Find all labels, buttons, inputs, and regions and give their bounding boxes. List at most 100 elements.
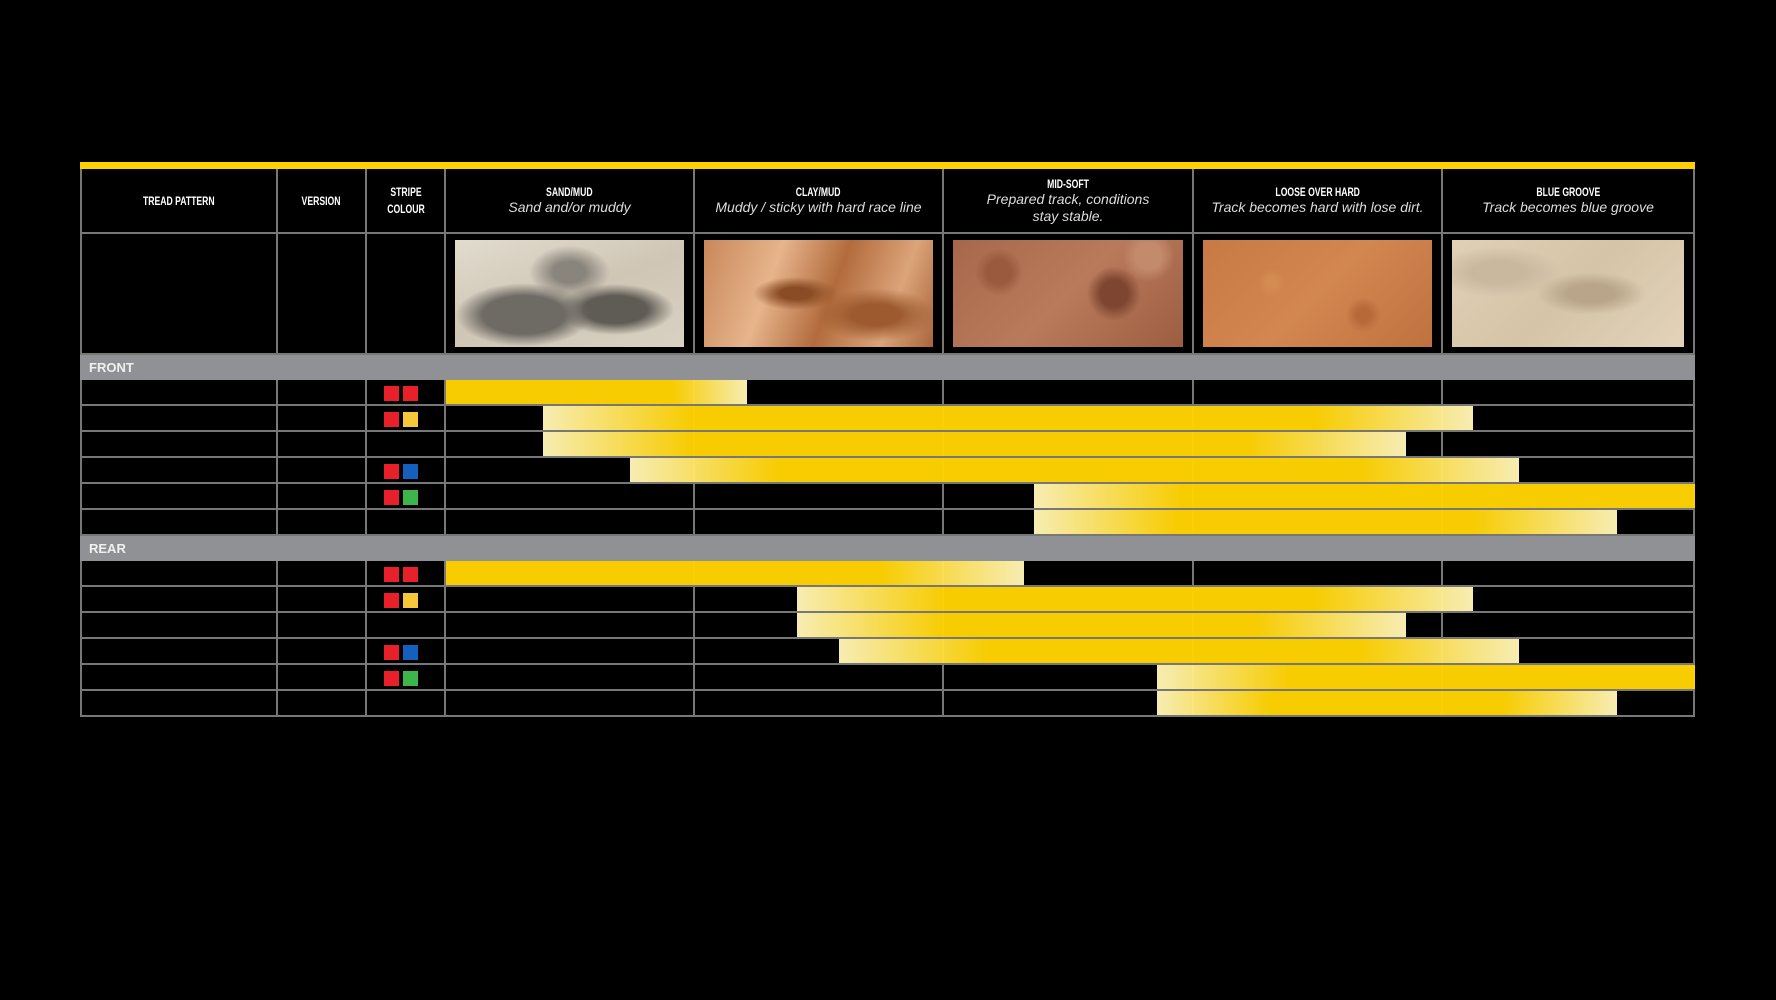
column-header-mid-soft: MID-SOFT Prepared track, conditions stay … xyxy=(944,169,1194,234)
tread-pattern-table: TREAD PATTERN VERSION STRIPE COLOUR SAND/MU… xyxy=(80,162,1695,717)
tread-pattern-cell xyxy=(80,639,278,665)
stripe-swatch-red xyxy=(403,567,418,582)
version-cell xyxy=(278,380,367,406)
terrain-rating-cell xyxy=(1443,484,1695,510)
tread-pattern-cell xyxy=(80,380,278,406)
stripe-swatch-red xyxy=(384,412,399,427)
terrain-rating-cell xyxy=(944,665,1194,691)
column-title: CLAY/MUD xyxy=(796,185,841,199)
terrain-rating-cell xyxy=(695,691,944,717)
terrain-rating-cell xyxy=(446,691,695,717)
terrain-rating-cell xyxy=(1443,665,1695,691)
terrain-rating-cell xyxy=(944,561,1194,587)
terrain-rating-cell xyxy=(1443,432,1695,458)
column-title: STRIPE COLOUR xyxy=(386,184,425,216)
column-description: Track becomes hard with lose dirt. xyxy=(1211,199,1424,215)
stripe-colour-cell xyxy=(367,561,446,587)
column-header-blue-groove: BLUE GROOVE Track becomes blue groove xyxy=(1443,169,1695,234)
terrain-rating-cell xyxy=(1194,587,1443,613)
terrain-rating-cell xyxy=(695,639,944,665)
stripe-colour-cell xyxy=(367,665,446,691)
table-row[interactable] xyxy=(80,380,1695,406)
stripe-swatch-red xyxy=(384,386,399,401)
version-cell xyxy=(278,484,367,510)
header-row: TREAD PATTERN VERSION STRIPE COLOUR SAND/MU… xyxy=(80,169,1695,234)
stripe-swatch-red xyxy=(384,671,399,686)
table-row[interactable] xyxy=(80,561,1695,587)
terrain-rating-cell xyxy=(695,484,944,510)
terrain-rating-cell xyxy=(1194,380,1443,406)
column-header-tread-pattern: TREAD PATTERN xyxy=(80,169,278,234)
stripe-swatch-red xyxy=(384,567,399,582)
empty-cell xyxy=(278,234,367,355)
stripe-swatch-red xyxy=(403,386,418,401)
terrain-rating-cell xyxy=(944,380,1194,406)
row-cells xyxy=(80,665,1695,691)
column-title: MID-SOFT xyxy=(1047,176,1089,191)
terrain-rating-cell xyxy=(446,561,695,587)
loose-over-hard-image xyxy=(1203,240,1432,347)
column-header-loose-over-hard: LOOSE OVER HARD Track becomes hard with l… xyxy=(1194,169,1443,234)
stripe-colour-cell xyxy=(367,458,446,484)
terrain-rating-cell xyxy=(695,432,944,458)
stripe-swatch-red xyxy=(384,464,399,479)
version-cell xyxy=(278,587,367,613)
terrain-rating-cell xyxy=(1443,458,1695,484)
table-row[interactable] xyxy=(80,406,1695,432)
terrain-rating-cell xyxy=(944,510,1194,536)
stripe-colour-cell xyxy=(367,691,446,717)
terrain-rating-cell xyxy=(1194,613,1443,639)
version-cell xyxy=(278,406,367,432)
table-row[interactable] xyxy=(80,665,1695,691)
terrain-rating-cell xyxy=(446,380,695,406)
stripe-colour-cell xyxy=(367,380,446,406)
table-row[interactable] xyxy=(80,587,1695,613)
terrain-rating-cell xyxy=(1443,561,1695,587)
empty-cell xyxy=(80,234,278,355)
table-row[interactable] xyxy=(80,458,1695,484)
terrain-rating-cell xyxy=(944,613,1194,639)
terrain-rating-cell xyxy=(446,458,695,484)
terrain-rating-cell xyxy=(695,613,944,639)
table-row[interactable] xyxy=(80,639,1695,665)
tread-pattern-cell xyxy=(80,561,278,587)
empty-cell xyxy=(367,234,446,355)
accent-bar xyxy=(80,162,1695,169)
terrain-rating-cell xyxy=(695,380,944,406)
stripe-swatch-green xyxy=(403,671,418,686)
terrain-rating-cell xyxy=(446,639,695,665)
terrain-rating-cell xyxy=(695,587,944,613)
terrain-rating-cell xyxy=(944,432,1194,458)
column-header-stripe-colour: STRIPE COLOUR xyxy=(367,169,446,234)
table-row[interactable] xyxy=(80,432,1695,458)
column-description: Prepared track, conditions stay stable. xyxy=(986,190,1150,224)
row-cells xyxy=(80,587,1695,613)
terrain-rating-cell xyxy=(944,458,1194,484)
tread-pattern-cell xyxy=(80,458,278,484)
version-cell xyxy=(278,665,367,691)
sand-mud-image xyxy=(455,240,684,347)
table-row[interactable] xyxy=(80,510,1695,536)
tread-pattern-cell xyxy=(80,613,278,639)
table-row[interactable] xyxy=(80,613,1695,639)
terrain-rating-cell xyxy=(1194,639,1443,665)
terrain-rating-cell xyxy=(1194,561,1443,587)
terrain-rating-cell xyxy=(695,406,944,432)
column-header-clay-mud: CLAY/MUD Muddy / sticky with hard race li… xyxy=(695,169,944,234)
version-cell xyxy=(278,613,367,639)
stripe-colour-cell xyxy=(367,406,446,432)
tread-pattern-cell xyxy=(80,432,278,458)
table-row[interactable] xyxy=(80,484,1695,510)
stripe-swatch-yellow xyxy=(403,593,418,608)
terrain-rating-cell xyxy=(944,639,1194,665)
column-description: Track becomes blue groove xyxy=(1482,199,1654,215)
stripe-colour-cell xyxy=(367,587,446,613)
row-cells xyxy=(80,613,1695,639)
terrain-rating-cell xyxy=(1194,665,1443,691)
terrain-rating-cell xyxy=(446,665,695,691)
table-row[interactable] xyxy=(80,691,1695,717)
tread-pattern-cell xyxy=(80,587,278,613)
column-title: VERSION xyxy=(302,193,341,208)
version-cell xyxy=(278,510,367,536)
terrain-rating-cell xyxy=(695,510,944,536)
